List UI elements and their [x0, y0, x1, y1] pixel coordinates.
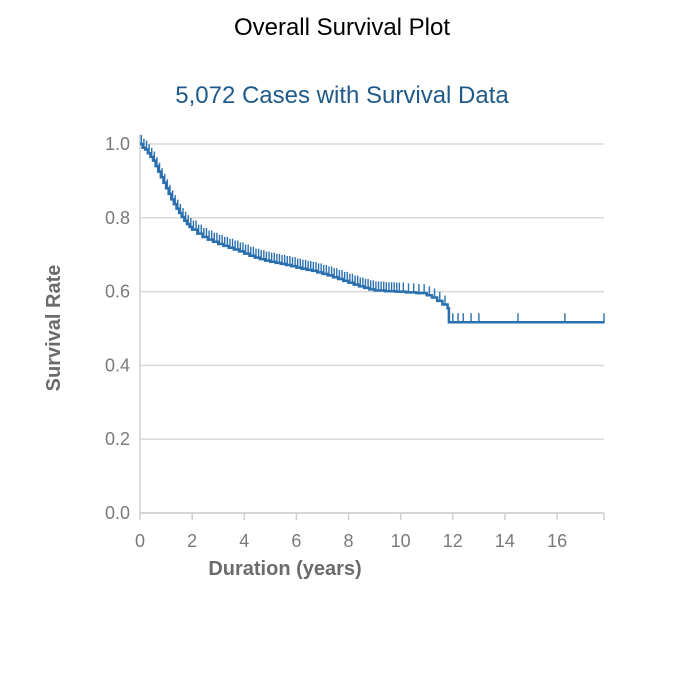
y-axis-title: Survival Rate: [43, 265, 65, 392]
x-tick-label: 2: [187, 531, 197, 551]
tick-labels: 0.0 0.2 0.4 0.6 0.8 1.0 0 2 4 6 8 10 12 14 16: [105, 134, 567, 551]
x-tick-label: 8: [344, 531, 354, 551]
x-tick-label: 16: [547, 531, 567, 551]
x-tick-label: 14: [495, 531, 515, 551]
y-tick-label: 0.8: [105, 208, 130, 228]
x-tick-label: 12: [443, 531, 463, 551]
y-tick-label: 1.0: [105, 134, 130, 154]
y-tick-label: 0.6: [105, 282, 130, 302]
x-tick-label: 0: [135, 531, 145, 551]
x-axis-title: Duration (years): [208, 558, 361, 580]
x-tick-label: 10: [391, 531, 411, 551]
chart-title: Overall Survival Plot: [233, 14, 451, 41]
series-layer: [140, 142, 604, 324]
y-tick-label: 0.4: [105, 355, 130, 375]
censor-marks: [140, 135, 605, 324]
survival-curve: [140, 142, 604, 324]
axes: [139, 134, 605, 520]
y-tick-label: 0.0: [105, 503, 130, 523]
x-tick-label: 6: [291, 531, 301, 551]
y-tick-label: 0.2: [105, 429, 130, 449]
grid-lines: [140, 143, 604, 514]
chart-subtitle: 5,072 Cases with Survival Data: [175, 82, 509, 109]
x-tick-label: 4: [239, 531, 249, 551]
